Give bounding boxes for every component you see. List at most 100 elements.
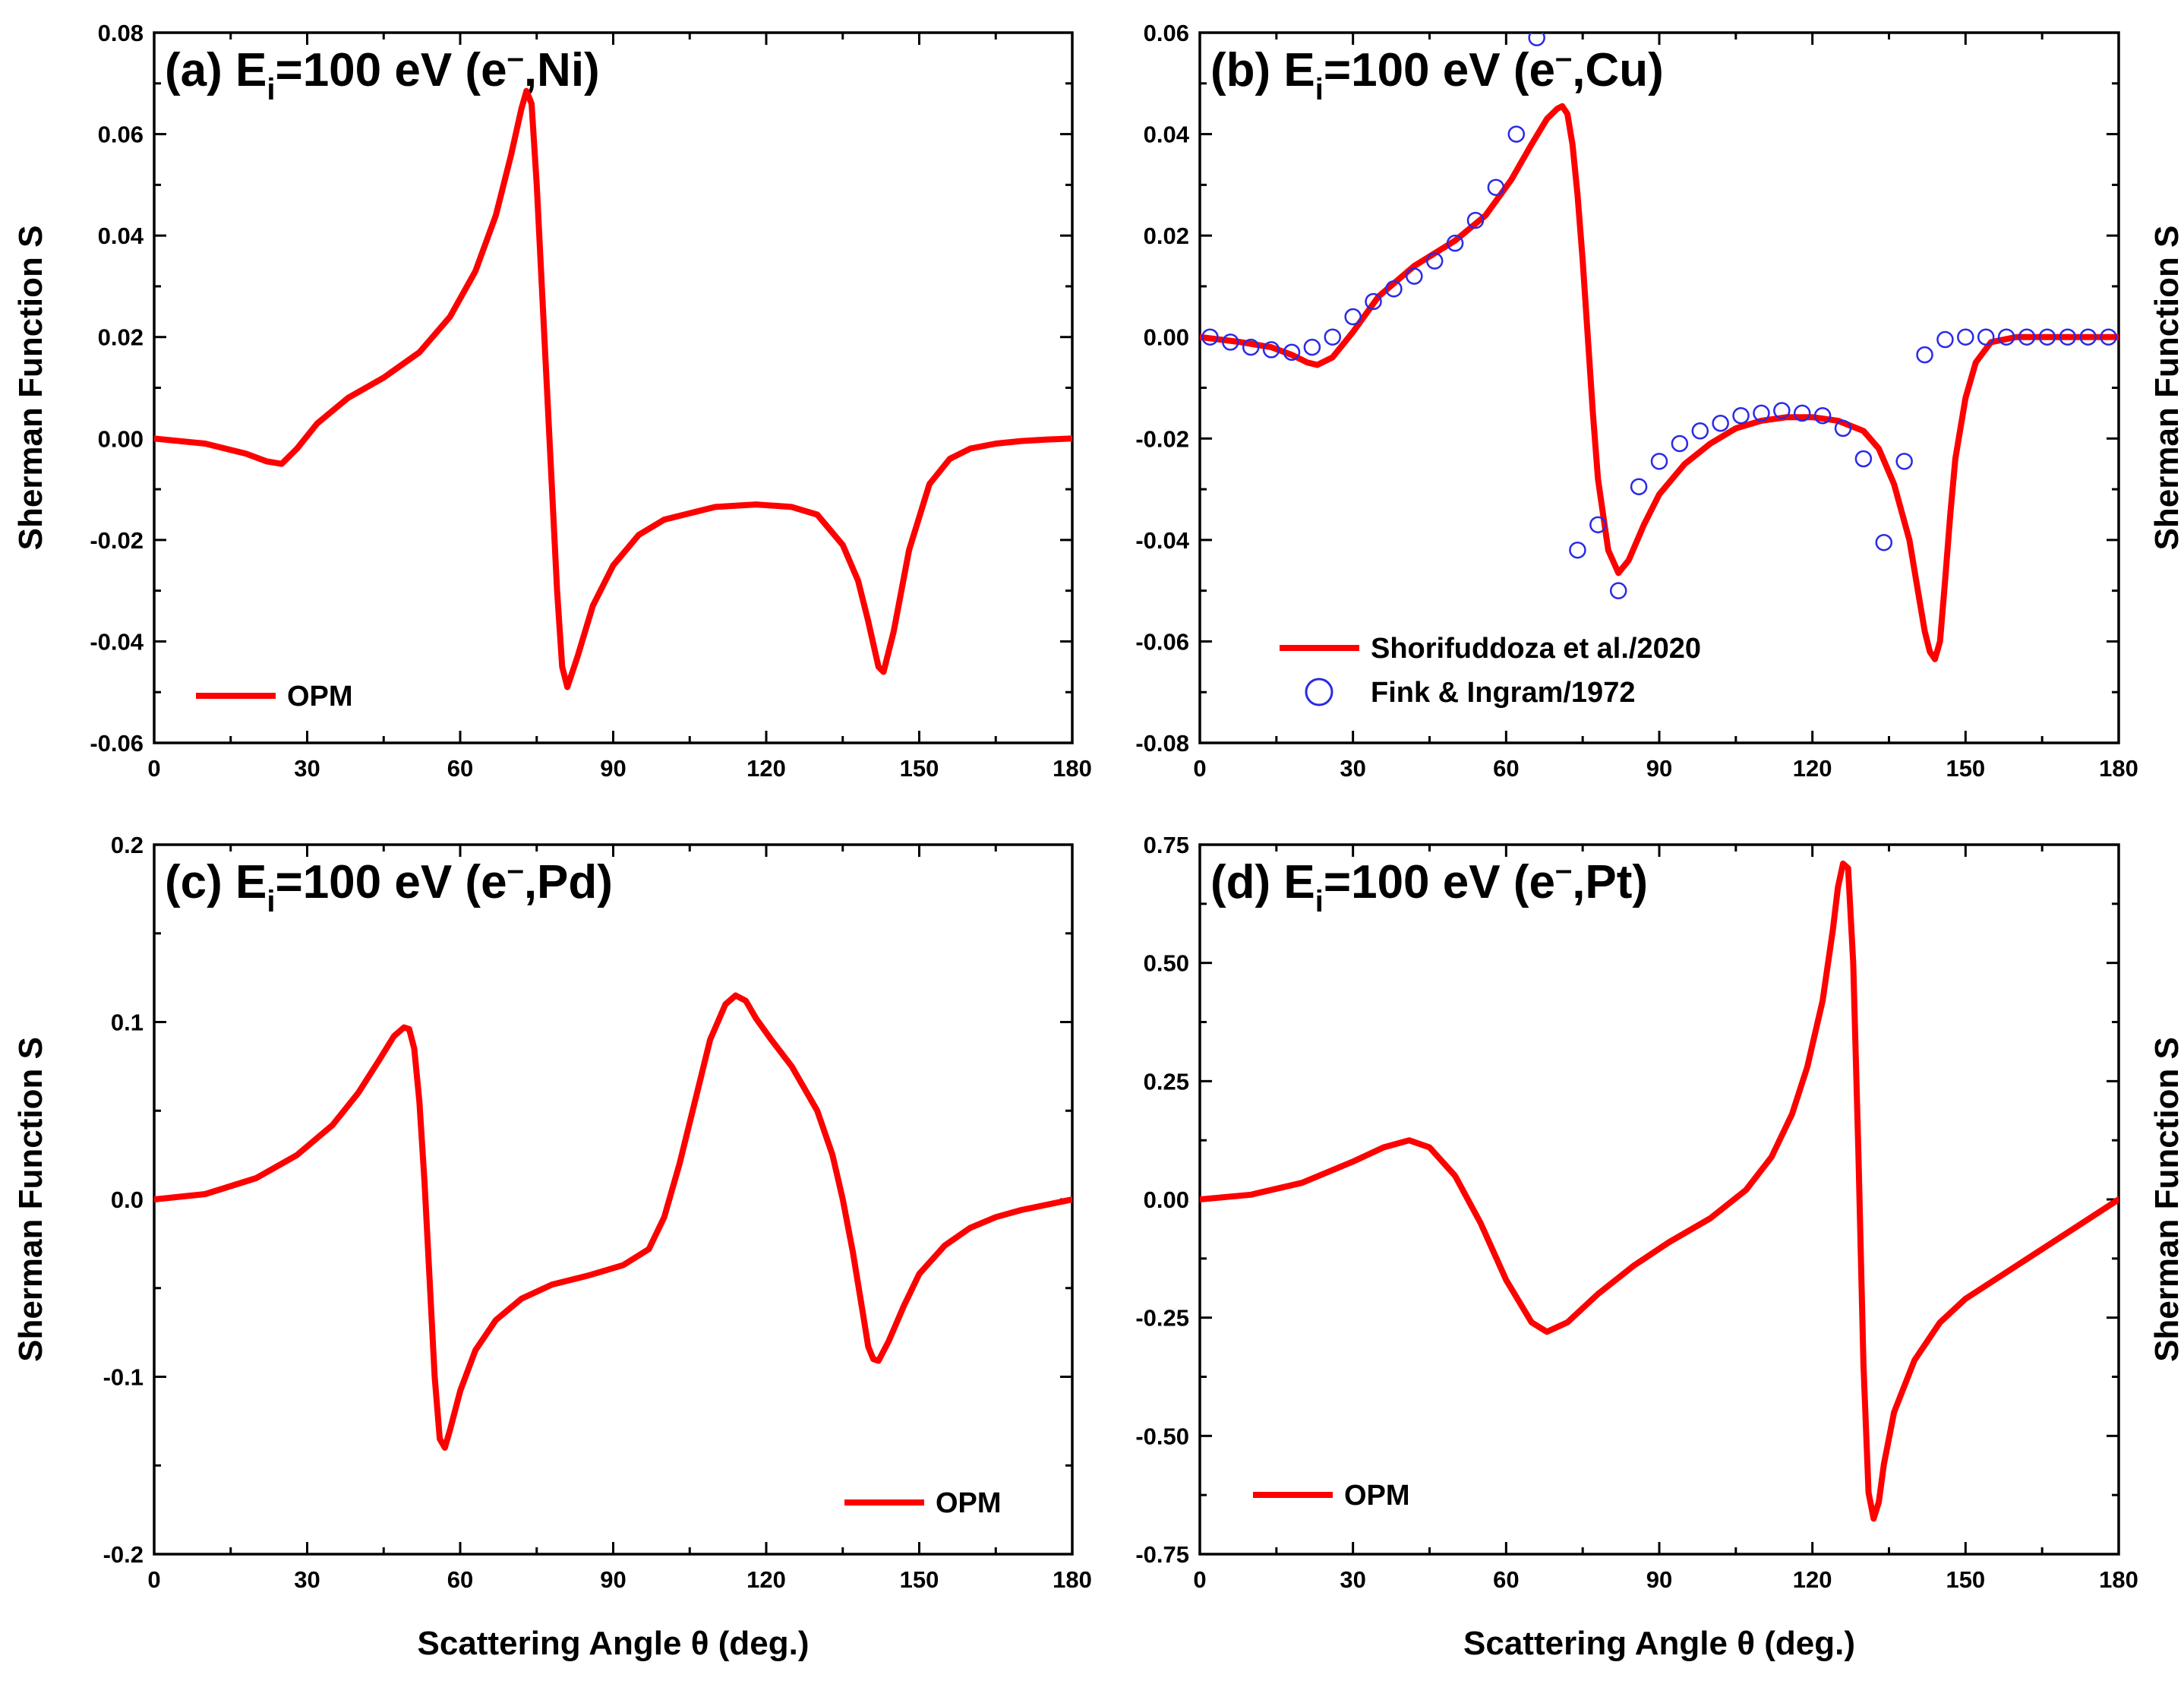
y-tick-label: -0.02 [90, 527, 144, 554]
data-point-marker [2079, 328, 2097, 346]
x-tick-label: 30 [1340, 1566, 1365, 1593]
data-point-marker [1507, 125, 1526, 143]
panel-title: (b) Ei=100 eV (e–,Cu) [1210, 41, 1664, 106]
legend-label: OPM [1344, 1480, 1410, 1512]
plot-frame [153, 31, 1074, 744]
y-tick-label: 0.1 [111, 1010, 144, 1036]
x-tick-label: 150 [900, 755, 939, 782]
data-point-marker [1997, 328, 2015, 346]
data-point-marker [1916, 346, 1933, 364]
data-point-marker [1773, 402, 1791, 419]
y-tick-label: 0.00 [1144, 1186, 1189, 1213]
data-point-marker [1528, 33, 1545, 46]
y-tick-label: 0.2 [111, 832, 144, 858]
y-tick-label: 0.75 [1144, 832, 1189, 858]
data-point-marker [1446, 234, 1464, 252]
y-axis-title: Sherman Function S [2148, 226, 2184, 551]
x-tick-label: 60 [447, 1566, 473, 1593]
legend-marker-swatch [1305, 678, 1333, 706]
y-tick-label: -0.25 [1135, 1305, 1189, 1332]
chart-panel-b: 0 30 60 90 120 150 180 -0.08 -0.06 -0.04 -0.02 0.00… [1135, 20, 2184, 782]
y-tick-label: 0.00 [1144, 324, 1189, 351]
series-line [1200, 103, 2119, 662]
x-tick-label: 0 [147, 755, 160, 782]
y-tick-label: 0.06 [98, 122, 144, 148]
y-tick-label: -0.50 [1135, 1423, 1189, 1449]
panel-title: (a) Ei=100 eV (e–,Ni) [165, 41, 600, 106]
x-tick-label: 180 [2099, 755, 2138, 782]
x-tick-label: 180 [1053, 755, 1092, 782]
legend-label: OPM [287, 681, 353, 713]
y-axis-title: Sherman Function S [12, 1037, 49, 1362]
y-tick-label: -0.06 [90, 730, 144, 757]
panel-title: (d) Ei=100 eV (e–,Pt) [1210, 853, 1648, 918]
y-tick-label: 0.00 [98, 425, 144, 452]
chart-panel-d: 0 30 60 90 120 150 180 -0.75 -0.50 -0.25 0.00 0.25 0… [1135, 832, 2184, 1662]
chart-panel-a: 0 30 60 90 120 150 180 -0.06 -0.04 -0.02 0.00 0.02 0… [12, 20, 1092, 782]
data-point-marker [1283, 343, 1301, 361]
y-tick-label: -0.06 [1135, 628, 1189, 655]
data-point-marker [1609, 582, 1627, 599]
data-point-marker [1813, 406, 1832, 425]
data-point-marker [1425, 252, 1444, 270]
x-tick-label: 0 [147, 1566, 160, 1593]
x-tick-label: 60 [447, 755, 473, 782]
x-tick-label: 120 [746, 1566, 786, 1593]
chart-panel-c: 0 30 60 90 120 150 180 -0.2 -0.1 0.0 0.1 0.2 Sherman… [12, 832, 1092, 1662]
x-tick-label: 120 [746, 755, 786, 782]
data-point-marker [1671, 434, 1689, 453]
data-point-marker [1793, 404, 1811, 422]
x-tick-label: 0 [1193, 755, 1206, 782]
x-tick-label: 0 [1193, 1566, 1206, 1593]
data-point-marker [1344, 308, 1362, 326]
data-point-marker [1691, 422, 1709, 440]
y-tick-label: -0.02 [1135, 425, 1189, 452]
data-point-marker [1569, 541, 1586, 559]
data-point-marker [1222, 333, 1239, 351]
data-point-marker [1385, 280, 1403, 298]
data-point-marker [1589, 516, 1607, 534]
data-point-marker [1957, 328, 1974, 346]
data-point-marker [2018, 328, 2036, 346]
y-tick-label: -0.08 [1135, 730, 1189, 757]
y-tick-label: 0.02 [1144, 223, 1189, 249]
data-point-marker [1732, 406, 1750, 425]
legend-label: Shorifuddoza et al./2020 [1371, 633, 1701, 665]
data-point-marker [1466, 211, 1485, 229]
x-tick-label: 90 [600, 755, 626, 782]
x-tick-label: 90 [1646, 1566, 1672, 1593]
data-point-marker [2059, 328, 2077, 346]
y-tick-label: -0.04 [1135, 527, 1189, 554]
x-tick-label: 120 [1793, 1566, 1832, 1593]
x-tick-label: 60 [1493, 755, 1519, 782]
data-point-marker [1895, 453, 1913, 470]
y-tick-label: 0.25 [1144, 1068, 1189, 1095]
y-tick-label: 0.04 [98, 223, 144, 249]
y-axis-title: Sherman Function S [12, 226, 49, 551]
series-line [154, 992, 1072, 1451]
y-tick-label: 0.50 [1144, 950, 1189, 977]
legend-label: OPM [936, 1487, 1002, 1519]
data-point-marker [1201, 328, 1219, 346]
y-tick-label: -0.2 [103, 1541, 144, 1568]
legend-label: Fink & Ingram/1972 [1371, 677, 1635, 709]
y-tick-label: 0.08 [98, 20, 144, 46]
data-point-marker [1875, 533, 1893, 551]
x-tick-label: 30 [294, 755, 320, 782]
x-tick-label: 180 [1053, 1566, 1092, 1593]
plot-frame [153, 843, 1074, 1556]
y-tick-label: 0.02 [98, 324, 144, 351]
x-tick-label: 60 [1493, 1566, 1519, 1593]
x-axis-title: Scattering Angle θ (deg.) [1463, 1625, 1855, 1662]
x-tick-label: 150 [1946, 1566, 1985, 1593]
x-tick-label: 90 [1646, 755, 1672, 782]
data-point-marker [1936, 330, 1954, 349]
data-point-marker [1262, 341, 1280, 359]
y-tick-label: 0.06 [1144, 20, 1189, 46]
data-point-marker [1712, 415, 1729, 432]
x-tick-label: 90 [600, 1566, 626, 1593]
data-point-marker [1650, 453, 1668, 470]
x-tick-label: 30 [294, 1566, 320, 1593]
x-tick-label: 30 [1340, 755, 1365, 782]
data-point-marker [2038, 328, 2056, 346]
